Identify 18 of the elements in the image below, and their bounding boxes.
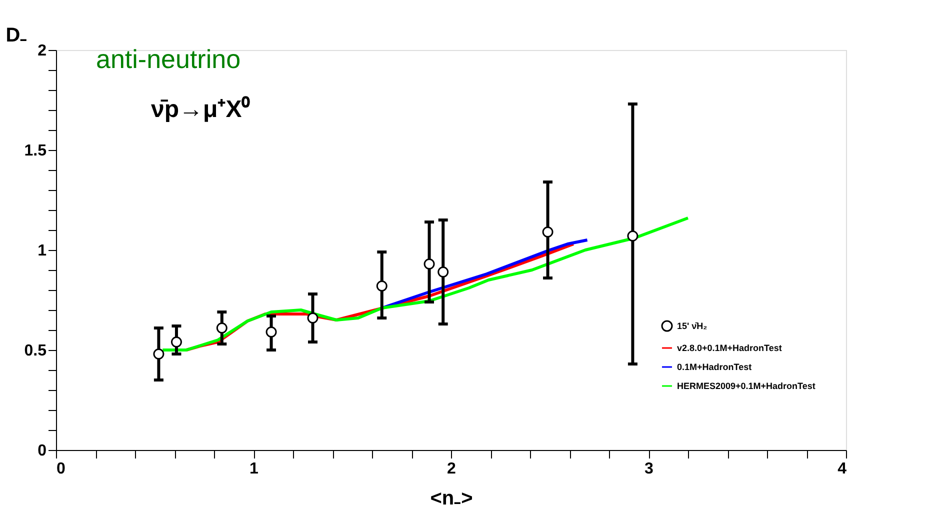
- annotation: ν̄p→μ⁺X⁰: [151, 96, 251, 123]
- y-tick-label: 1.5: [24, 142, 47, 160]
- x-tick-label: 2: [447, 460, 456, 478]
- legend-label: 0.1M+HadronTest: [677, 362, 752, 372]
- x-tick-label: 3: [644, 460, 654, 478]
- y-axis-title: D₋: [6, 24, 28, 46]
- y-tick-label: 0.5: [24, 342, 47, 360]
- annotation: anti-neutrino: [96, 44, 241, 74]
- legend-label: HERMES2009+0.1M+HadronTest: [677, 381, 816, 391]
- legend-label: v2.8.0+0.1M+HadronTest: [677, 343, 782, 353]
- x-tick-label: 0: [56, 460, 66, 478]
- x-tick-label: 1: [250, 460, 259, 478]
- x-tick-label: 4: [838, 460, 847, 478]
- x-axis-title: <n₋>: [430, 488, 473, 510]
- legend-label: 15' ν̄H₂: [677, 321, 708, 331]
- y-tick-label: 0: [38, 442, 47, 460]
- y-tick-label: 1: [38, 242, 47, 260]
- y-tick-label: 2: [38, 42, 47, 60]
